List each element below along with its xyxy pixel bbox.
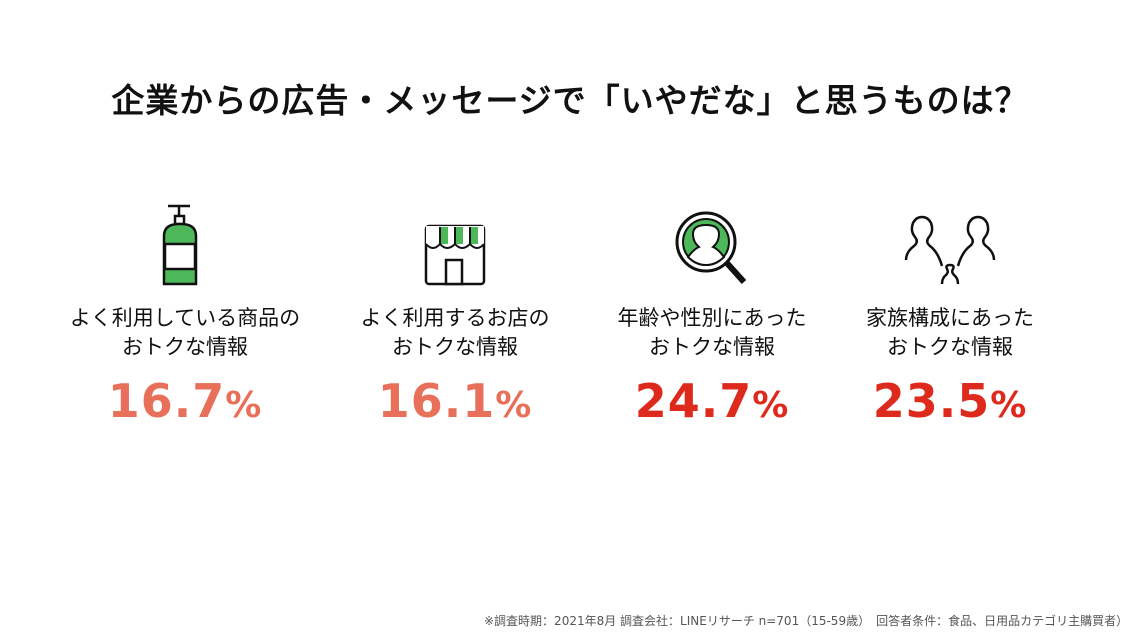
family-icon bbox=[800, 200, 1100, 286]
unit: % bbox=[495, 385, 533, 426]
label-line: おトクな情報 bbox=[649, 335, 775, 359]
label-line: 家族構成にあった bbox=[866, 306, 1034, 330]
stat-card-age-gender: 年齢や性別にあった おトクな情報 24.7% bbox=[562, 200, 862, 428]
pump-bottle-icon bbox=[35, 200, 335, 286]
label-line: おトクな情報 bbox=[887, 335, 1013, 359]
label-line: おトクな情報 bbox=[122, 335, 248, 359]
value: 23.5 bbox=[872, 374, 991, 428]
value: 16.1 bbox=[377, 374, 496, 428]
label-line: おトクな情報 bbox=[392, 335, 518, 359]
label-line: よく利用している商品の bbox=[69, 306, 301, 330]
percentage-value: 24.7% bbox=[562, 374, 862, 428]
stat-card-product: よく利用している商品の おトクな情報 16.7% bbox=[35, 200, 335, 428]
unit: % bbox=[752, 385, 790, 426]
stat-card-store: よく利用するお店の おトクな情報 16.1% bbox=[305, 200, 605, 428]
percentage-value: 16.1% bbox=[305, 374, 605, 428]
page-title: 企業からの広告・メッセージで「いやだな」と思うものは？ bbox=[111, 81, 1029, 120]
value: 24.7 bbox=[634, 374, 753, 428]
value: 16.7 bbox=[107, 374, 226, 428]
stat-card-family: 家族構成にあった おトクな情報 23.5% bbox=[800, 200, 1100, 428]
unit: % bbox=[225, 385, 263, 426]
magnifier-person-icon bbox=[562, 200, 862, 286]
survey-footnote: ※調査時期：2021年8月 調査会社：LINEリサーチ n=701（15-59歳… bbox=[484, 614, 1129, 628]
unit: % bbox=[990, 385, 1028, 426]
label-line: 年齢や性別にあった bbox=[617, 306, 807, 330]
percentage-value: 16.7% bbox=[35, 374, 335, 428]
percentage-value: 23.5% bbox=[800, 374, 1100, 428]
label-line: よく利用するお店の bbox=[360, 306, 550, 330]
storefront-icon bbox=[305, 200, 605, 286]
